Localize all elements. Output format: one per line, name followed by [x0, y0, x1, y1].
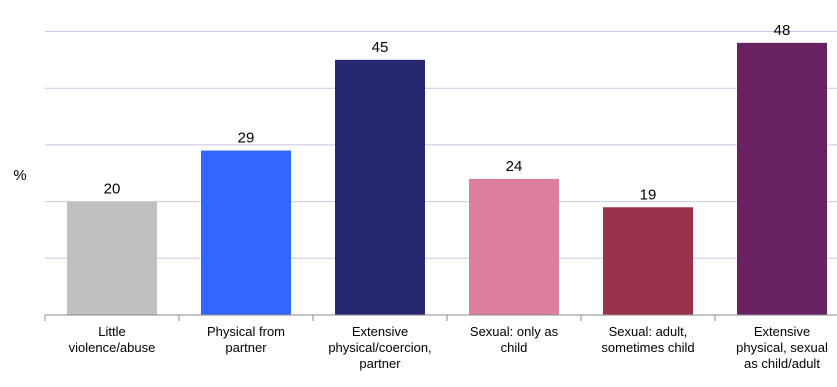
category-label: Extensive physical/coercion, partner: [328, 324, 431, 371]
bar-value-label: 48: [774, 22, 791, 39]
bar-value-label: 24: [506, 158, 523, 175]
category-label: Little violence/abuse: [69, 324, 156, 355]
bar: [469, 179, 559, 315]
y-axis-title: %: [13, 167, 26, 184]
category-label: Sexual: only as child: [470, 324, 559, 355]
category-label: Extensive physical, sexual as child/adult: [736, 324, 828, 371]
bar: [201, 151, 291, 315]
bar-value-label: 19: [640, 186, 657, 203]
gridlines: [45, 32, 837, 259]
category-labels: Little violence/abuse Physical from partner…: [69, 324, 828, 371]
bar: [737, 43, 827, 315]
bar-value-label: 29: [238, 130, 255, 147]
category-label: Sexual: adult, sometimes child: [601, 324, 694, 355]
bars: [67, 43, 827, 315]
category-label: Physical from partner: [207, 324, 285, 355]
bar: [335, 60, 425, 315]
bar: [67, 202, 157, 315]
bar: [603, 207, 693, 315]
x-axis: [45, 315, 837, 321]
bar-value-label: 20: [104, 181, 121, 198]
bar-value-label: 45: [372, 39, 389, 56]
